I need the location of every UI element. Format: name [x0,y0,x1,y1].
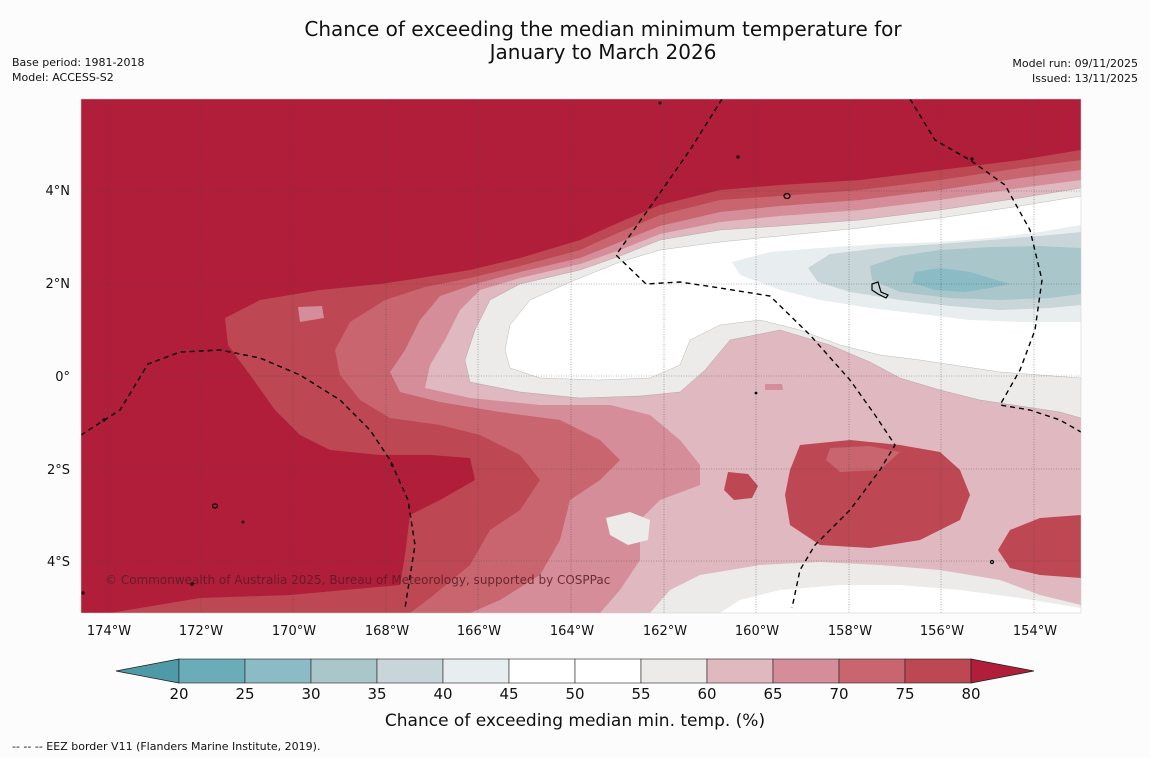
colorbar-tick-label: 30 [301,685,320,703]
lon-tick-label: 168°W [365,624,409,639]
colorbar-swatch [244,658,312,684]
colorbar-swatch [178,658,246,684]
patch-west-70 [298,306,324,322]
copyright-notice: © Commonwealth of Australia 2025, Bureau… [105,573,610,587]
lon-tick-label: 174°W [87,624,131,639]
patch-small-75 [724,472,758,500]
lon-tick-label: 154°W [1013,624,1057,639]
lat-tick-label: 4°S [47,555,70,570]
model-run: Model run: 09/11/2025 [1012,57,1138,70]
model-name: Model: ACCESS-S2 [12,71,114,84]
map-field [81,99,1081,613]
issued-date: Issued: 13/11/2025 [1031,72,1138,85]
lat-tick-labels: 4°N 2°N 0° 2°S 4°S [46,184,71,570]
title-line-2: January to March 2026 [489,40,717,64]
map-frame [80,98,1082,614]
colorbar-tick-label: 20 [169,685,188,703]
colorbar-tick-label: 40 [433,685,452,703]
colorbar-tick-labels: 20 25 30 35 40 45 50 55 60 65 70 75 80 [169,685,980,703]
colorbar-tick-label: 50 [565,685,584,703]
colorbar-swatch [904,658,972,684]
band-30-35 [870,246,1081,300]
patch-white-south [606,512,650,545]
lat-tick-label: 2°N [46,277,71,292]
patch-small-70 [826,446,900,472]
colorbar-swatch [772,658,840,684]
contour-line [464,187,1081,419]
run-info: Model run: 09/11/2025 Issued: 13/11/2025 [1012,56,1138,86]
colorbar-swatches [178,658,972,684]
eez-borders [81,99,1081,609]
base-period: Base period: 1981-2018 [12,56,145,69]
title-line-1: Chance of exceeding the median minimum t… [304,17,902,41]
lon-tick-label: 160°W [735,624,779,639]
colorbar-swatch [376,658,444,684]
colorbar-swatch [574,658,642,684]
model-info: Base period: 1981-2018 Model: ACCESS-S2 [12,55,144,85]
lon-tick-labels: 174°W 172°W 170°W 168°W 166°W 164°W 162°… [87,624,1057,639]
lon-tick-label: 166°W [457,624,501,639]
contour-line [504,195,1081,381]
lat-tick-label: 0° [55,370,70,385]
lon-tick-label: 158°W [828,624,872,639]
colorbar-swatch [640,658,708,684]
colorbar-tick-label: 65 [763,685,782,703]
lon-tick-label: 156°W [920,624,964,639]
colorbar-tick-label: 35 [367,685,386,703]
lon-tick-label: 164°W [550,624,594,639]
colorbar-tick-label: 70 [829,685,848,703]
colorbar-tick-label: 60 [697,685,716,703]
colorbar-swatch [706,658,774,684]
colorbar-tick-label: 55 [631,685,650,703]
colorbar-low-arrow [115,658,180,684]
chart-title: Chance of exceeding the median minimum t… [0,18,1150,64]
colorbar-swatch [508,658,576,684]
eez-footnote: -- -- -- EEZ border V11 (Flanders Marine… [12,740,321,753]
lon-tick-label: 172°W [179,624,223,639]
colorbar: 20 25 30 35 40 45 50 55 60 65 70 75 80 C… [115,658,1035,731]
lat-tick-label: 2°S [47,463,70,478]
band-25-30 [912,268,1010,292]
lon-tick-label: 170°W [272,624,316,639]
colorbar-tick-label: 75 [895,685,914,703]
patch-east-75 [998,515,1081,578]
patch-tiny-70 [765,384,783,390]
band-45-55-south [720,585,1081,613]
patch-center-75 [785,440,970,548]
colorbar-tick-label: 25 [235,685,254,703]
islands [81,101,995,595]
colorbar-high-arrow [970,658,1035,684]
colorbar-swatch [838,658,906,684]
colorbar-tick-label: 45 [499,685,518,703]
colorbar-swatch [310,658,378,684]
colorbar-tick-label: 80 [961,685,980,703]
lat-tick-label: 4°N [46,184,71,199]
colorbar-swatch [442,658,510,684]
colorbar-label: Chance of exceeding median min. temp. (%… [385,711,765,731]
gridlines [81,99,1081,613]
lon-tick-label: 162°W [643,624,687,639]
